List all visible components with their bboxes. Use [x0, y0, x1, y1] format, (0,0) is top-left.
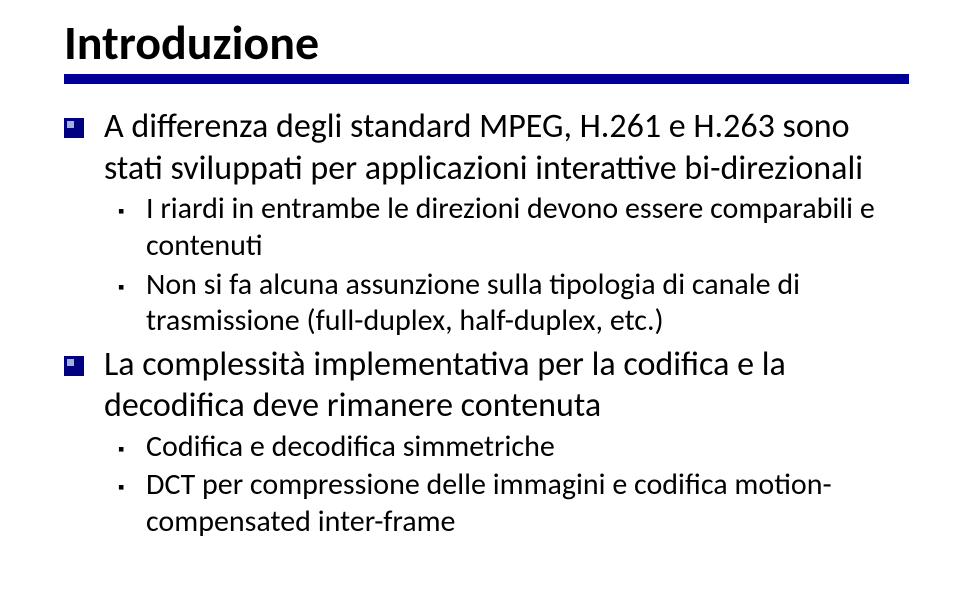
square-sub-bullet-icon: ▪ — [118, 201, 132, 223]
title-rule — [64, 74, 909, 84]
bullet-text: Non si fa alcuna assunzione sulla tipolo… — [146, 267, 909, 340]
square-bullet-icon — [64, 118, 84, 138]
square-bullet-icon — [64, 356, 84, 376]
bullet-level1: La complessità implementativa per la cod… — [64, 344, 909, 427]
square-sub-bullet-icon: ▪ — [118, 477, 132, 499]
bullet-text: Codifica e decodifica simmetriche — [146, 429, 909, 466]
slide-container: Introduzione A differenza degli standard… — [0, 0, 959, 595]
bullet-level2: ▪ Non si fa alcuna assunzione sulla tipo… — [118, 267, 909, 340]
slide-title: Introduzione — [64, 18, 909, 68]
bullet-text: A differenza degli standard MPEG, H.261 … — [104, 106, 909, 189]
bullet-text: I riardi in entrambe le direzioni devono… — [146, 191, 909, 264]
bullet-text: La complessità implementativa per la cod… — [104, 344, 909, 427]
square-sub-bullet-icon: ▪ — [118, 439, 132, 461]
bullet-level1: A differenza degli standard MPEG, H.261 … — [64, 106, 909, 189]
bullet-level2: ▪ Codifica e decodifica simmetriche — [118, 429, 909, 466]
bullet-level2: ▪ I riardi in entrambe le direzioni devo… — [118, 191, 909, 264]
bullet-text: DCT per compressione delle immagini e co… — [146, 467, 909, 540]
bullet-level2: ▪ DCT per compressione delle immagini e … — [118, 467, 909, 540]
square-sub-bullet-icon: ▪ — [118, 277, 132, 299]
